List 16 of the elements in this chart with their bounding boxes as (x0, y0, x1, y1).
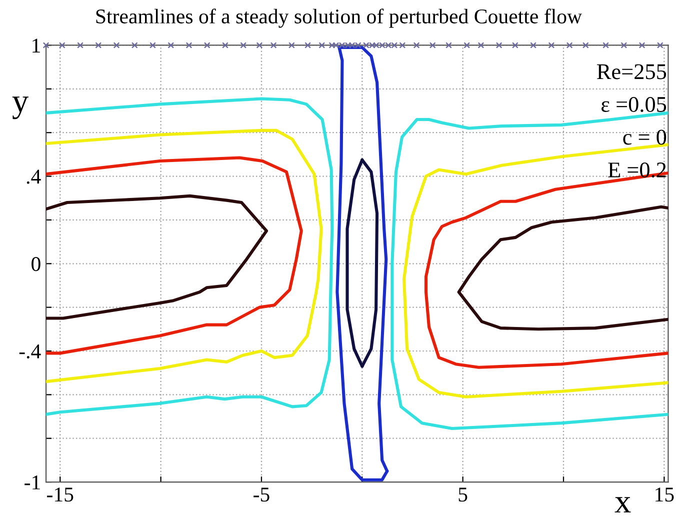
y-tick-label: 1 (32, 38, 40, 52)
x-tick-label: -5 (254, 488, 270, 502)
x-tick-label: 5 (458, 488, 468, 502)
y-tick-label: 0 (32, 257, 40, 272)
annotation: E =0.2 (608, 162, 666, 178)
x-tick-label: 15 (656, 488, 674, 502)
annotation: Re=255 (597, 64, 666, 80)
x-axis-title: x (614, 497, 631, 512)
y-tick-label: -1 (24, 476, 40, 490)
y-tick-label: -.4 (19, 344, 41, 359)
y-axis-title: y (12, 96, 29, 120)
annotation: c = 0 (623, 130, 666, 145)
x-tick-label: -15 (47, 488, 74, 502)
annotation: ε =0.05 (602, 96, 666, 112)
y-tick-label: .4 (26, 170, 41, 184)
chart-title: Streamlines of a steady solution of perturbed Couette flow (96, 8, 582, 28)
